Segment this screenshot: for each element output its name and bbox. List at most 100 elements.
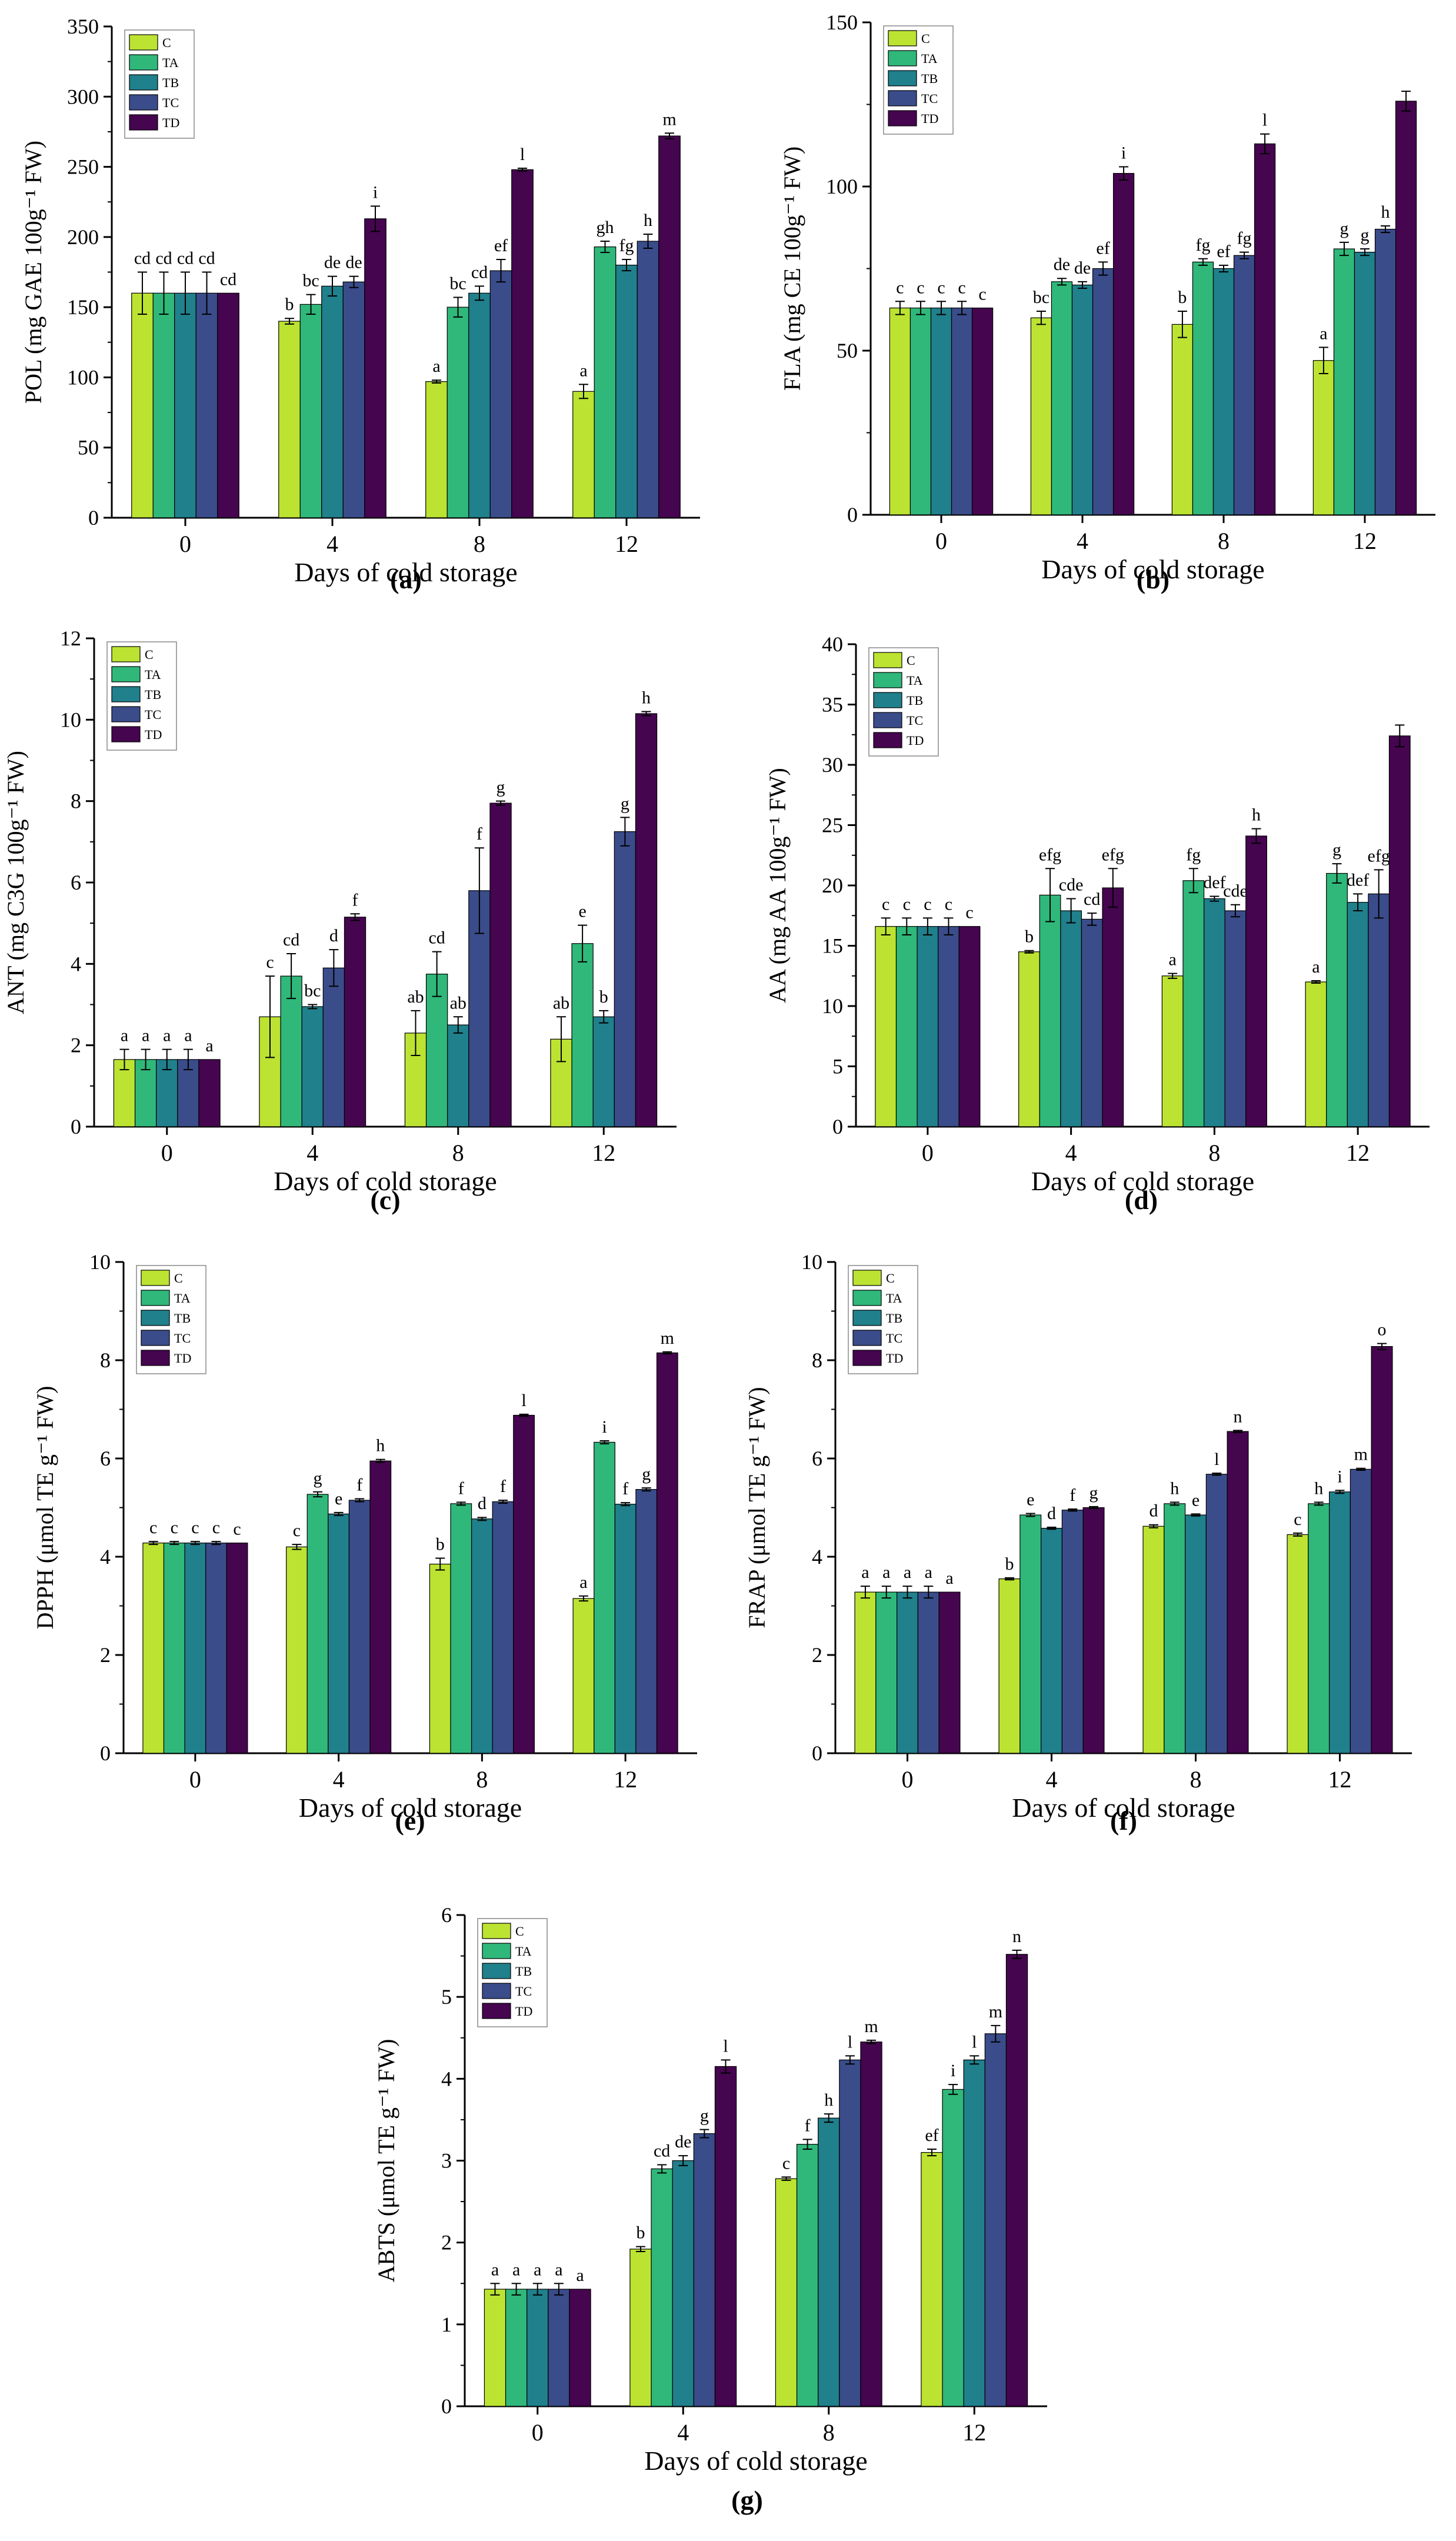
x-axis-title: Days of cold storage xyxy=(294,557,517,587)
y-tick-label: 100 xyxy=(826,175,858,198)
x-axis-title: Days of cold storage xyxy=(274,1166,497,1196)
significance-letter: cd xyxy=(1084,890,1100,909)
x-tick-label: 8 xyxy=(1190,1766,1202,1793)
significance-letter: f xyxy=(805,2116,811,2135)
bar-TC-day-12 xyxy=(637,241,659,518)
x-axis-title: Days of cold storage xyxy=(644,2446,867,2476)
legend-swatch-TD xyxy=(852,1350,882,1366)
legend-swatch-C xyxy=(482,1923,511,1939)
bar-TA-day-4 xyxy=(1051,281,1073,515)
significance-letter: h xyxy=(1381,202,1390,222)
panel-label: (e) xyxy=(395,1806,425,1836)
panel-label: (f) xyxy=(1110,1806,1137,1836)
significance-letter: i xyxy=(602,1417,607,1437)
bar-TB-day-4 xyxy=(1071,284,1094,515)
bar-TD-day-12 xyxy=(1005,1954,1028,2407)
x-tick-label: 0 xyxy=(902,1766,914,1793)
bar-TD-day-4 xyxy=(364,218,387,518)
x-tick-label: 4 xyxy=(1065,1140,1077,1166)
significance-letter: ab xyxy=(450,993,467,1013)
significance-letter: a xyxy=(945,1568,953,1588)
bar-TA-day-12 xyxy=(1333,248,1355,515)
x-tick-label: 4 xyxy=(333,1766,345,1793)
significance-letter: ef xyxy=(494,236,508,255)
bar-TC-day-8 xyxy=(489,270,512,518)
bar-TB-day-4 xyxy=(672,2160,694,2407)
x-tick-label: 12 xyxy=(1353,528,1377,554)
legend-swatch-C xyxy=(888,30,917,46)
bar-TC-day-4 xyxy=(1081,918,1103,1127)
significance-letter: e xyxy=(578,902,586,921)
bar-TD-day-12 xyxy=(1388,735,1411,1127)
legend-label-TB: TB xyxy=(907,693,923,708)
significance-letter: c xyxy=(782,2153,790,2173)
bar-C-day-0 xyxy=(484,2289,507,2407)
legend-swatch-TB xyxy=(888,70,917,86)
significance-letter: b xyxy=(1025,927,1034,947)
bar-TB-day-12 xyxy=(615,264,638,518)
bar-TA-day-8 xyxy=(425,974,448,1127)
x-tick-label: 8 xyxy=(474,531,485,557)
bar-TD-day-4 xyxy=(344,917,367,1127)
x-tick-label: 0 xyxy=(532,2419,544,2446)
bar-TB-day-0 xyxy=(184,1543,206,1754)
bar-C-day-12 xyxy=(572,391,595,518)
bar-TA-day-4 xyxy=(280,975,302,1127)
bar-TD-day-8 xyxy=(1254,143,1276,515)
significance-letter: ef xyxy=(1217,242,1230,261)
y-tick-label: 4 xyxy=(441,2067,452,2090)
significance-letter: d xyxy=(329,926,338,945)
significance-letter: l xyxy=(972,2032,977,2052)
legend-label-TD: TD xyxy=(907,733,924,748)
bar-TA-day-8 xyxy=(1192,261,1214,515)
y-tick-label: 300 xyxy=(67,85,99,108)
bar-TA-day-8 xyxy=(1182,880,1205,1127)
significance-letter: a xyxy=(925,1563,932,1582)
legend-swatch-TC xyxy=(888,90,917,106)
legend-label-TB: TB xyxy=(515,1964,532,1979)
significance-letter: ef xyxy=(925,2126,938,2145)
significance-letter: cde xyxy=(1059,875,1084,895)
x-tick-label: 4 xyxy=(677,2419,689,2446)
bar-TD-day-8 xyxy=(860,2042,882,2407)
significance-letter: c xyxy=(293,1521,301,1540)
significance-letter: c xyxy=(965,903,973,923)
legend-label-TD: TD xyxy=(145,727,162,742)
significance-letter: l xyxy=(848,2032,852,2052)
bar-TD-day-8 xyxy=(1245,835,1267,1127)
y-axis-title: ANT (mg C3G 100g⁻¹ FW) xyxy=(2,751,29,1014)
y-tick-label: 6 xyxy=(441,1903,452,1927)
bar-TC-day-4 xyxy=(348,1500,371,1754)
significance-letter: a xyxy=(163,1026,171,1045)
legend-label-TC: TC xyxy=(921,91,938,106)
bar-TA-day-12 xyxy=(1326,872,1348,1127)
legend-label-TA: TA xyxy=(515,1944,532,1959)
x-tick-label: 8 xyxy=(1218,528,1230,554)
panel-label: (c) xyxy=(370,1185,400,1215)
significance-letter: cd xyxy=(155,249,172,268)
significance-letter: c xyxy=(917,278,924,297)
significance-letter: de xyxy=(345,253,362,272)
legend-swatch-TC xyxy=(873,712,902,728)
bar-TC-day-12 xyxy=(614,831,637,1127)
legend-label-TB: TB xyxy=(921,71,938,86)
bar-TB-day-12 xyxy=(1354,252,1376,515)
bar-TD-day-4 xyxy=(369,1460,392,1754)
bar-TD-day-0 xyxy=(971,307,994,515)
legend-label-TD: TD xyxy=(921,111,938,126)
significance-letter: e xyxy=(1192,1490,1200,1510)
x-tick-label: 12 xyxy=(614,1766,637,1793)
bar-TA-day-0 xyxy=(875,1591,898,1754)
x-tick-label: 12 xyxy=(962,2419,986,2446)
bar-TB-day-4 xyxy=(1041,1527,1062,1754)
legend: C TA TB TC TD xyxy=(106,641,177,751)
legend-label-TB: TB xyxy=(162,75,179,90)
significance-letter: de xyxy=(1074,258,1091,278)
legend-label-C: C xyxy=(515,1924,524,1939)
legend-swatch-TD xyxy=(482,2003,511,2019)
bar-TA-day-12 xyxy=(942,2089,964,2407)
bar-TB-day-12 xyxy=(592,1016,615,1127)
significance-letter: ab xyxy=(407,987,424,1007)
significance-letter: c xyxy=(882,894,889,914)
